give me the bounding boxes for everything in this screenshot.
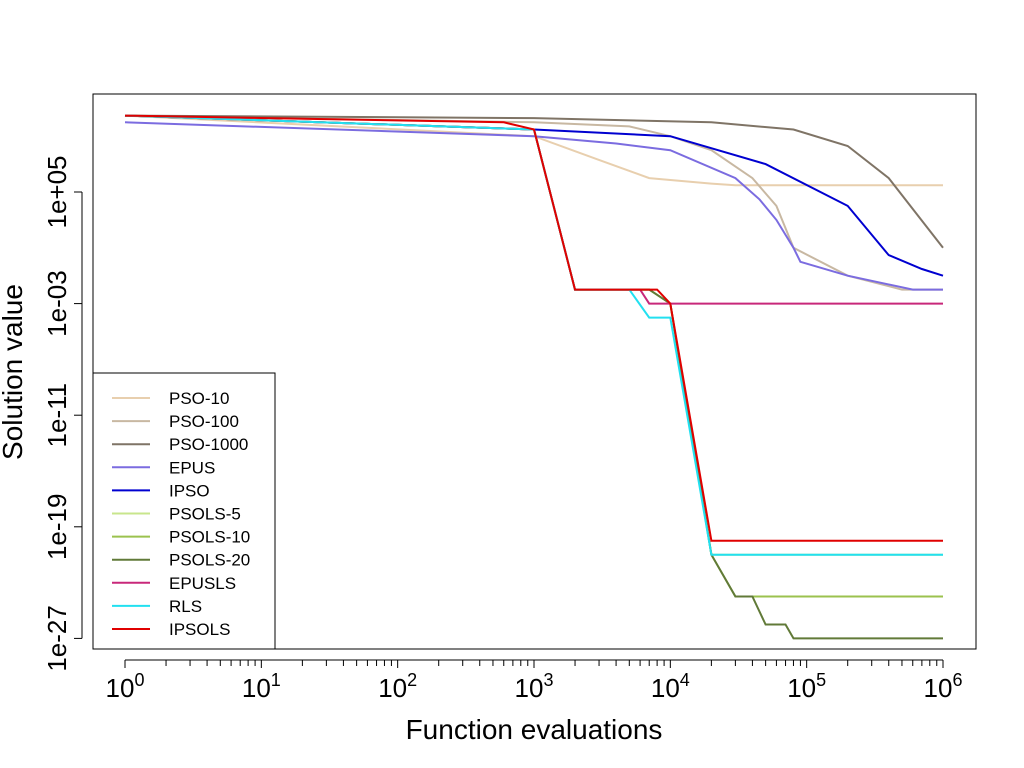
legend-label: EPUS [169, 458, 215, 477]
legend-label: RLS [169, 597, 202, 616]
x-tick-base: 10 [651, 673, 680, 703]
legend: PSO-10 PSO-100 PSO-1000 EPUS IPSO PSOLS-5 PSOL… [92, 372, 276, 650]
y-axis: 1e+05 1e-03 1e-11 1e-19 1e-27 [42, 155, 83, 672]
y-axis-title: Solution value [0, 284, 28, 460]
x-axis-title: Function evaluations [406, 714, 663, 745]
series-line-4 [124, 114, 944, 277]
y-tick-label: 1e-27 [42, 605, 72, 672]
x-tick-exponent: 3 [543, 670, 553, 690]
series-line-1 [124, 114, 943, 291]
y-tick-label: 1e-19 [42, 494, 72, 561]
y-tick-label: 1e-11 [42, 383, 72, 448]
plot-frame [92, 93, 977, 650]
x-tick-base: 10 [242, 673, 271, 703]
x-tick-base: 10 [106, 673, 135, 703]
series-line-2 [124, 114, 944, 249]
legend-label: PSOLS-20 [169, 551, 250, 570]
legend-label: IPSOLS [169, 620, 230, 639]
x-tick-exponent: 0 [134, 670, 144, 690]
legend-label: PSOLS-10 [169, 528, 250, 547]
x-tick-base: 10 [378, 673, 407, 703]
legend-label: PSOLS-5 [169, 505, 241, 524]
legend-label: PSO-1000 [169, 435, 248, 454]
x-tick-exponent: 5 [816, 670, 826, 690]
x-tick-label: 106 [924, 670, 963, 703]
x-tick-label: 105 [787, 670, 826, 703]
series-line-3 [124, 121, 943, 291]
x-tick-label: 103 [515, 670, 554, 703]
x-tick-exponent: 2 [407, 670, 417, 690]
series-line-10 [124, 114, 943, 542]
legend-box [92, 372, 276, 650]
x-tick-label: 101 [242, 670, 281, 703]
legend-label: PSO-100 [169, 412, 239, 431]
x-tick-base: 10 [924, 673, 953, 703]
x-tick-exponent: 1 [271, 670, 281, 690]
x-tick-base: 10 [787, 673, 816, 703]
legend-label: PSO-10 [169, 389, 229, 408]
x-axis: 100 101 102 103 104 105 106 [106, 659, 963, 703]
x-tick-label: 104 [651, 670, 690, 703]
legend-label: IPSO [169, 481, 210, 500]
legend-label: EPUSLS [169, 574, 236, 593]
series-layer [124, 114, 944, 640]
series-line-8 [124, 114, 943, 305]
x-tick-exponent: 6 [952, 670, 962, 690]
y-tick-label: 1e+05 [42, 155, 72, 228]
x-tick-exponent: 4 [680, 670, 690, 690]
y-tick-label: 1e-03 [42, 270, 72, 337]
x-tick-label: 102 [378, 670, 417, 703]
x-tick-base: 10 [515, 673, 544, 703]
x-tick-label: 100 [106, 670, 145, 703]
